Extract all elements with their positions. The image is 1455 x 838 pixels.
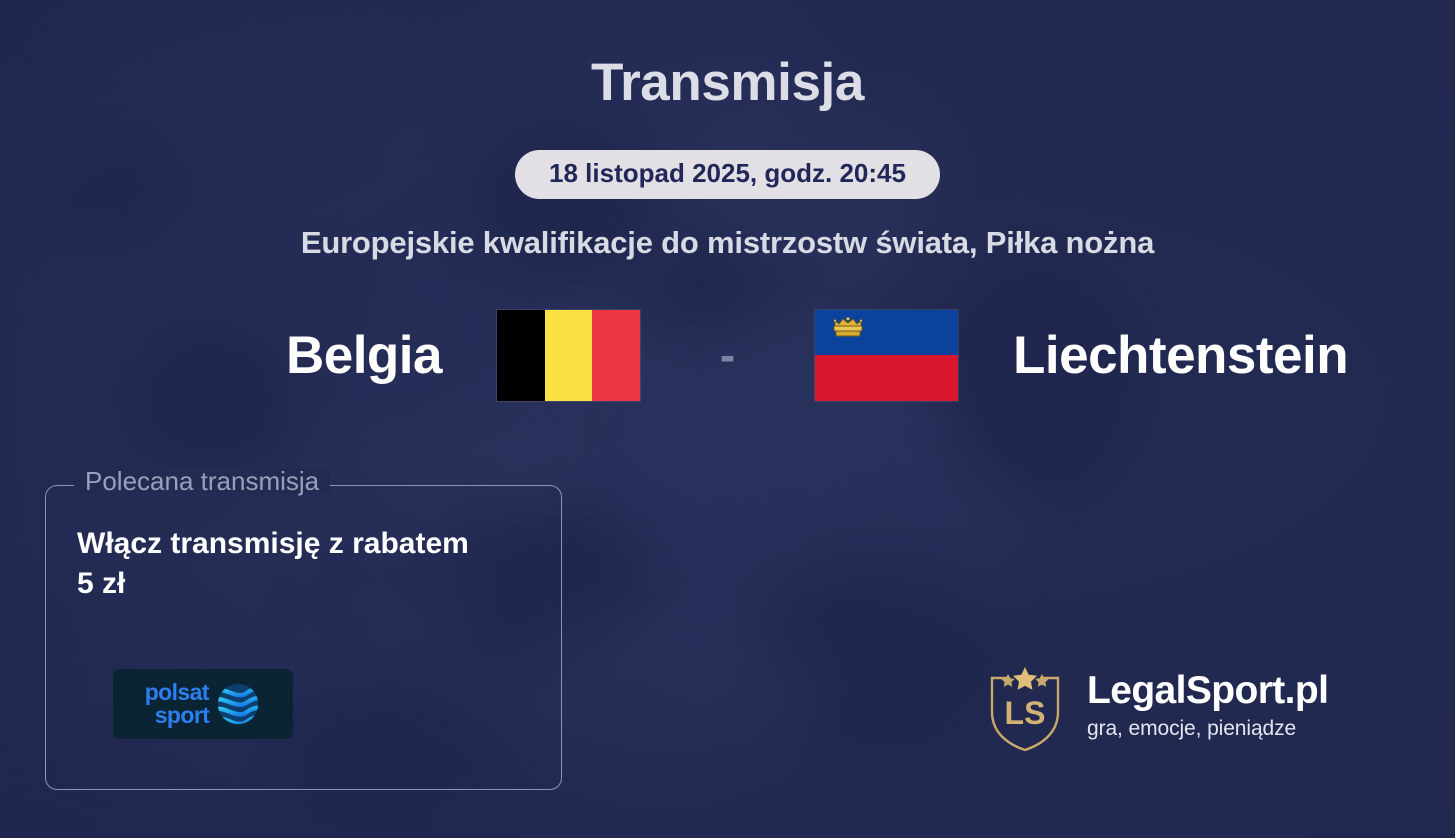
- polsat-wordmark-line1: polsat: [144, 678, 210, 705]
- belgium-black-band: [497, 309, 545, 401]
- competition-subtitle: Europejskie kwalifikacje do mistrzostw ś…: [300, 225, 1155, 260]
- away-team-name: Liechtenstein: [1013, 325, 1349, 385]
- flag-belgium-icon: [497, 309, 640, 401]
- polsat-wordmark: polsat sport: [144, 678, 210, 728]
- match-row: Belgia -: [0, 305, 1455, 405]
- polsat-wordmark-line2: sport: [154, 702, 210, 728]
- liechtenstein-crown-icon: [833, 316, 863, 336]
- liechtenstein-red-band: [815, 355, 958, 401]
- liechtenstein-blue-band: [815, 309, 958, 355]
- belgium-red-band: [592, 309, 640, 401]
- broadcast-headline: Włącz transmisję z rabatem 5 zł: [77, 527, 469, 600]
- polsat-sport-logo[interactable]: polsat sport: [113, 669, 293, 739]
- brand-logo[interactable]: LS LegalSport.pl gra, emocje, pieniądze: [985, 660, 1329, 752]
- date-badge-wrapper: 18 listopad 2025, godz. 20:45: [0, 150, 1455, 199]
- brand-tagline: gra, emocje, pieniądze: [1087, 716, 1297, 740]
- belgium-yellow-band: [544, 309, 593, 401]
- page-title: Transmisja: [591, 53, 864, 112]
- shield-monogram: LS: [1005, 695, 1046, 731]
- away-team-block: Liechtenstein: [815, 309, 1435, 401]
- home-team-name: Belgia: [285, 325, 443, 385]
- shield-ls-icon: LS: [990, 667, 1060, 752]
- recommended-broadcast-card[interactable]: Polecana transmisja Włącz transmisję z r…: [45, 468, 562, 790]
- polsat-globe-icon: [218, 683, 259, 725]
- flag-liechtenstein-icon: [815, 309, 958, 401]
- match-date-badge: 18 listopad 2025, godz. 20:45: [515, 150, 940, 199]
- score-separator: -: [719, 329, 736, 381]
- recommended-broadcast-legend: Polecana transmisja: [74, 468, 331, 494]
- brand-name: LegalSport.pl: [1087, 669, 1329, 713]
- brand-text-block: LegalSport.pl gra, emocje, pieniądze: [1087, 669, 1329, 741]
- home-team-block: Belgia: [20, 309, 640, 401]
